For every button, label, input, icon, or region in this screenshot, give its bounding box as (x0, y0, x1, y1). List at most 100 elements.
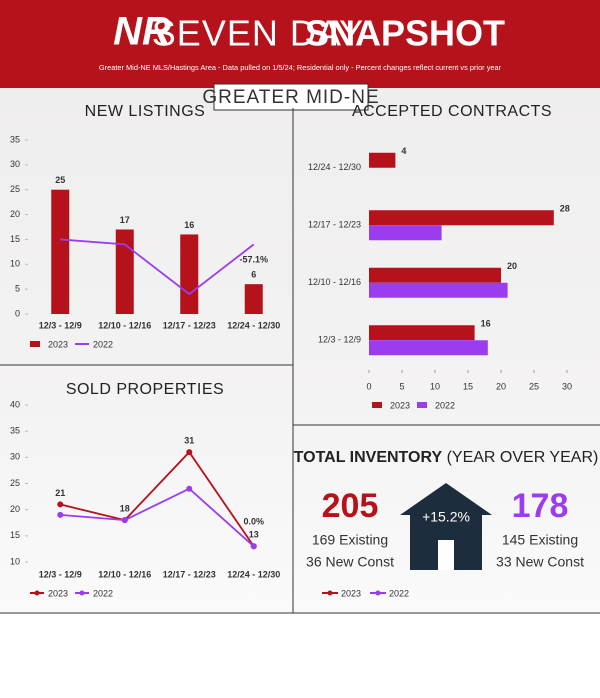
legend-label: 2022 (93, 588, 113, 598)
y-tick-label: 12/24 - 12/30 (308, 162, 361, 172)
x-tick-label: 5 (399, 381, 404, 391)
legend-label: 2022 (93, 339, 113, 349)
bar (115, 229, 134, 314)
x-tick-label: 15 (463, 381, 473, 391)
y-tick-label: 15 (10, 530, 20, 540)
line (60, 487, 255, 547)
data-label: 16 (481, 319, 491, 329)
region: GREATER MID-NE (202, 87, 379, 108)
data-label: 21 (55, 488, 65, 498)
line (60, 238, 255, 296)
y-tick-label: 40 (10, 399, 20, 409)
header-band (0, 0, 600, 88)
y-tick-label: 12/10 - 12/16 (308, 277, 361, 287)
bar (369, 282, 508, 298)
y-tick-label: 15 (10, 234, 20, 244)
subtitle: Greater Mid-NE MLS/Hastings Area - Data … (99, 63, 502, 72)
x-tick-label: 20 (496, 381, 506, 391)
inventory-title-sub: (YEAR OVER YEAR) (447, 449, 599, 466)
current-new: 36 New Const (306, 554, 394, 570)
current-total: 205 (322, 487, 379, 525)
y-tick-label: 35 (10, 426, 20, 436)
legend-swatch (34, 590, 40, 596)
data-label: 28 (560, 204, 570, 214)
data-label: 16 (184, 220, 194, 230)
legend-swatch (327, 590, 333, 596)
data-label: 25 (55, 175, 65, 185)
legend-label: 2022 (435, 400, 455, 410)
x-tick-label: 12/3 - 12/9 (39, 569, 82, 579)
inventory-title-main: TOTAL INVENTORY (294, 449, 443, 466)
x-tick-label: 25 (529, 381, 539, 391)
legend-swatch (372, 402, 382, 408)
annotation: 0.0% (243, 517, 264, 527)
footer-space (0, 613, 600, 693)
x-tick-label: 12/17 - 12/23 (163, 569, 216, 579)
logo: NR (113, 10, 171, 54)
data-label: 13 (249, 530, 259, 540)
line (60, 450, 255, 547)
legend-swatch (417, 402, 427, 408)
y-tick-label: 0 (15, 308, 20, 318)
point (186, 449, 193, 456)
x-tick-label: 12/10 - 12/16 (98, 569, 151, 579)
y-tick-label: 10 (10, 259, 20, 269)
annotation: -57.1% (239, 255, 268, 265)
x-tick-label: 12/24 - 12/30 (227, 320, 280, 330)
y-tick-label: 20 (10, 504, 20, 514)
x-tick-label: 10 (430, 381, 440, 391)
y-tick-label: 20 (10, 209, 20, 219)
prior-total: 178 (512, 487, 569, 525)
data-label: 20 (507, 261, 517, 271)
x-tick-label: 0 (366, 381, 371, 391)
bar (180, 234, 199, 314)
x-tick-label: 12/10 - 12/16 (98, 320, 151, 330)
bar (51, 189, 70, 314)
point (186, 485, 193, 492)
background (0, 88, 600, 613)
house-door (438, 540, 454, 570)
legend-label: 2023 (48, 339, 68, 349)
legend-label: 2023 (341, 588, 361, 598)
data-label: 18 (120, 504, 130, 514)
x-tick-label: 12/3 - 12/9 (39, 320, 82, 330)
point (57, 511, 64, 518)
bar (369, 267, 501, 283)
legend-swatch (79, 590, 85, 596)
y-tick-label: 30 (10, 452, 20, 462)
chart-title: NEW LISTINGS (85, 103, 206, 120)
bar (244, 284, 263, 314)
chart-title: SOLD PROPERTIES (66, 381, 224, 398)
y-tick-label: 12/3 - 12/9 (318, 335, 361, 345)
legend-label: 2023 (48, 588, 68, 598)
y-tick-label: 5 (15, 284, 20, 294)
x-tick-label: 30 (562, 381, 572, 391)
title-bold: SNAPSHOT (305, 13, 505, 54)
region-badge (213, 83, 369, 111)
bar (369, 210, 554, 226)
legend-swatch (375, 590, 381, 596)
title-light: SEVEN DAY (152, 13, 364, 54)
data-label: 17 (120, 215, 130, 225)
x-tick-label: 12/24 - 12/30 (227, 569, 280, 579)
point (57, 501, 64, 508)
current-existing: 169 Existing (312, 532, 388, 548)
bar (369, 340, 488, 356)
prior-existing: 145 Existing (502, 532, 578, 548)
data-label: 31 (184, 435, 194, 445)
x-tick-label: 12/17 - 12/23 (163, 320, 216, 330)
inventory-title: TOTAL INVENTORY (YEAR OVER YEAR) (294, 449, 599, 466)
data-label: 6 (251, 270, 256, 280)
chart-title: ACCEPTED CONTRACTS (352, 103, 552, 120)
y-tick-label: 25 (10, 478, 20, 488)
prior-new: 33 New Const (496, 554, 584, 570)
bar (369, 225, 442, 241)
y-tick-label: 35 (10, 134, 20, 144)
legend-swatch (30, 341, 40, 347)
bar (369, 152, 396, 168)
legend-label: 2023 (390, 400, 410, 410)
inventory-change: +15.2% (422, 509, 470, 525)
y-tick-label: 25 (10, 184, 20, 194)
point (250, 543, 257, 550)
